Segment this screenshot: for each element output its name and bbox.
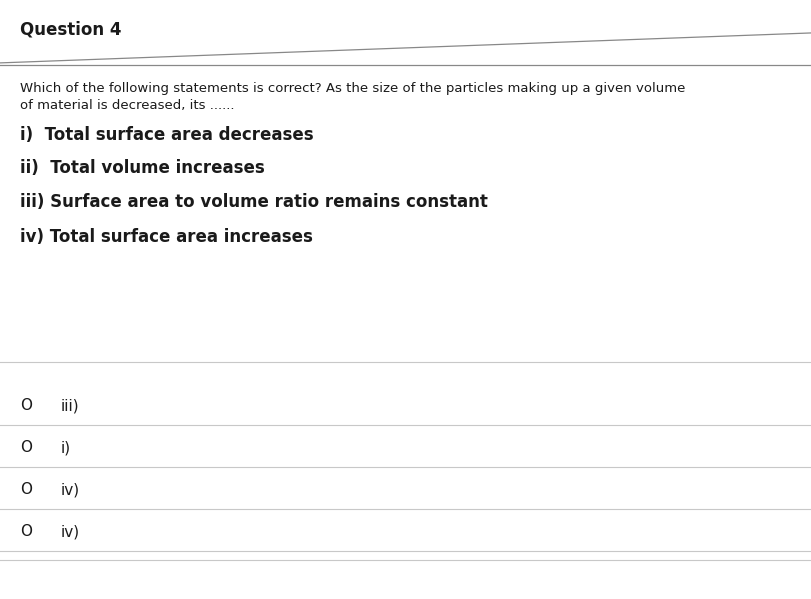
Text: i)  Total surface area decreases: i) Total surface area decreases xyxy=(20,126,314,144)
Text: iv): iv) xyxy=(61,524,80,539)
Text: O: O xyxy=(20,524,32,539)
Text: iv): iv) xyxy=(61,482,80,497)
Text: O: O xyxy=(20,398,32,413)
Text: O: O xyxy=(20,482,32,497)
Text: O: O xyxy=(20,440,32,455)
Text: Which of the following statements is correct? As the size of the particles makin: Which of the following statements is cor… xyxy=(20,82,685,95)
Text: of material is decreased, its ......: of material is decreased, its ...... xyxy=(20,99,234,112)
Text: iii) Surface area to volume ratio remains constant: iii) Surface area to volume ratio remain… xyxy=(20,193,488,211)
Text: i): i) xyxy=(61,440,71,455)
Text: ii)  Total volume increases: ii) Total volume increases xyxy=(20,159,265,177)
Text: iii): iii) xyxy=(61,398,79,413)
Text: iv) Total surface area increases: iv) Total surface area increases xyxy=(20,228,313,246)
Text: Question 4: Question 4 xyxy=(20,21,122,39)
